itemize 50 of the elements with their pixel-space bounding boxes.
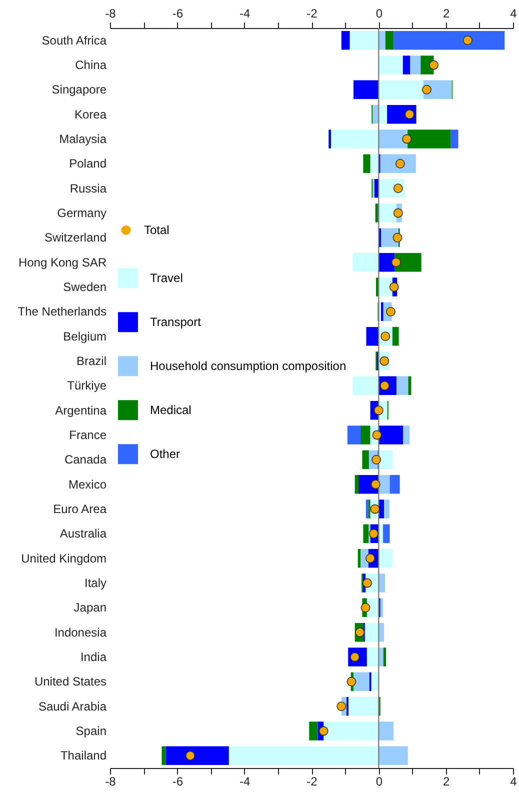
y-tick-label: Japan	[74, 600, 106, 615]
y-tick-label: Sweden	[63, 280, 106, 294]
y-tick-label: China	[75, 58, 107, 72]
y-tick-label: United Kingdom	[21, 551, 106, 566]
x2-tick-label: -2	[306, 6, 318, 20]
x-tick-label: -6	[172, 774, 184, 788]
x-tick-label: -4	[239, 774, 250, 788]
x2-tick-label: -6	[172, 6, 184, 20]
y-tick-label: Germany	[57, 206, 106, 220]
y-tick-label: Belgium	[63, 329, 106, 344]
y-tick-label: Euro Area	[53, 502, 107, 516]
legend-label: Medical	[150, 403, 192, 418]
x-tick-label: -2	[306, 774, 318, 788]
legend-label: Transport	[150, 315, 202, 330]
y-tick-label: Singapore	[52, 82, 107, 97]
y-tick-label: Hong Kong SAR	[18, 255, 107, 270]
y-tick-label: Canada	[64, 452, 107, 467]
y-tick-label: Spain	[76, 724, 106, 738]
x-tick-label: 2	[442, 774, 450, 788]
y-tick-label: Poland	[69, 156, 106, 171]
x2-tick-label: 4	[510, 6, 518, 20]
y-tick-label: Türkiye	[67, 378, 107, 393]
y-tick-label: India	[80, 650, 107, 664]
y-tick-label: Mexico	[68, 477, 107, 492]
y-tick-label: France	[69, 428, 107, 442]
y-tick-label: Saudi Arabia	[38, 699, 107, 714]
x2-tick-label: -8	[105, 6, 116, 20]
y-tick-label: Korea	[74, 107, 107, 122]
legend-label: Household consumption composition	[150, 359, 346, 374]
y-tick-label: United States	[34, 674, 106, 689]
legend-label: Travel	[150, 271, 183, 286]
x2-tick-label: 2	[442, 6, 450, 20]
y-tick-label: South Africa	[42, 33, 107, 48]
x-tick-label: 4	[510, 774, 518, 788]
x2-tick-label: -4	[239, 6, 250, 20]
y-tick-label: Italy	[84, 576, 106, 590]
y-tick-label: Argentina	[55, 403, 107, 418]
y-tick-label: Russia	[70, 181, 107, 196]
y-tick-label: Brazil	[76, 354, 106, 368]
y-tick-label: Indonesia	[54, 625, 107, 640]
legend-label: Total	[144, 223, 170, 238]
y-tick-label: Switzerland	[44, 230, 106, 245]
y-tick-label: Thailand	[60, 748, 106, 763]
y-tick-label: The Netherlands	[18, 304, 106, 319]
legend-label: Other	[150, 447, 180, 462]
y-tick-label: Malaysia	[59, 132, 107, 146]
x2-tick-label: 0	[376, 6, 383, 20]
x-tick-label: -8	[105, 774, 116, 788]
x-tick-label: 0	[376, 774, 383, 788]
y-tick-label: Australia	[60, 526, 107, 541]
